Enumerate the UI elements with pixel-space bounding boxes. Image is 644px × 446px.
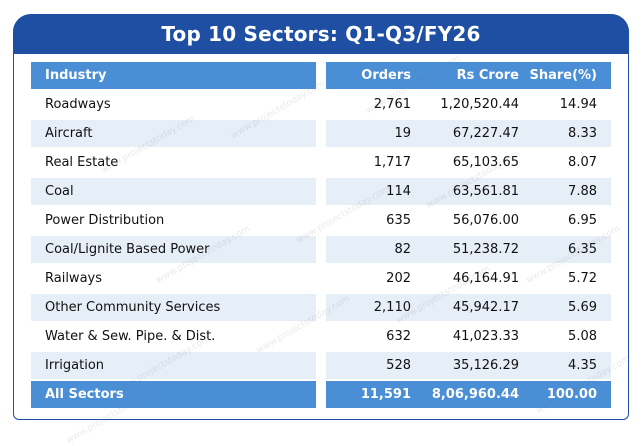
column-gap bbox=[316, 236, 326, 263]
table-row: Coal 114 63,561.81 7.88 bbox=[31, 178, 611, 205]
orders-cell: 2,110 bbox=[326, 294, 411, 321]
industry-cell: Aircraft bbox=[31, 120, 316, 147]
table-title: Top 10 Sectors: Q1-Q3/FY26 bbox=[13, 14, 629, 54]
share-cell: 6.35 bbox=[523, 236, 611, 263]
share-cell: 8.33 bbox=[523, 120, 611, 147]
rs-crore-cell: 51,238.72 bbox=[411, 236, 523, 263]
table-row: Power Distribution 635 56,076.00 6.95 bbox=[31, 207, 611, 234]
rs-crore-cell: 35,126.29 bbox=[411, 352, 523, 379]
rs-crore-cell: 63,561.81 bbox=[411, 178, 523, 205]
rs-crore-cell: 1,20,520.44 bbox=[411, 91, 523, 118]
column-header-orders: Orders bbox=[326, 62, 411, 89]
share-cell: 8.07 bbox=[523, 149, 611, 176]
orders-cell: 635 bbox=[326, 207, 411, 234]
share-cell: 5.69 bbox=[523, 294, 611, 321]
total-rs-crore-cell: 8,06,960.44 bbox=[411, 381, 523, 408]
share-cell: 14.94 bbox=[523, 91, 611, 118]
share-cell: 4.35 bbox=[523, 352, 611, 379]
rs-crore-cell: 41,023.33 bbox=[411, 323, 523, 350]
industry-cell: Roadways bbox=[31, 91, 316, 118]
column-gap bbox=[316, 352, 326, 379]
industry-cell: Irrigation bbox=[31, 352, 316, 379]
table-header-row: Industry Orders Rs Crore Share(%) bbox=[31, 62, 611, 89]
orders-cell: 114 bbox=[326, 178, 411, 205]
column-header-share: Share(%) bbox=[523, 62, 611, 89]
total-orders-cell: 11,591 bbox=[326, 381, 411, 408]
share-cell: 6.95 bbox=[523, 207, 611, 234]
sectors-table: Industry Orders Rs Crore Share(%) Roadwa… bbox=[31, 62, 611, 410]
rs-crore-cell: 45,942.17 bbox=[411, 294, 523, 321]
column-gap bbox=[316, 265, 326, 292]
table-row: Aircraft 19 67,227.47 8.33 bbox=[31, 120, 611, 147]
orders-cell: 1,717 bbox=[326, 149, 411, 176]
share-cell: 5.08 bbox=[523, 323, 611, 350]
table-total-row: All Sectors 11,591 8,06,960.44 100.00 bbox=[31, 381, 611, 408]
rs-crore-cell: 46,164.91 bbox=[411, 265, 523, 292]
table-row: Coal/Lignite Based Power 82 51,238.72 6.35 bbox=[31, 236, 611, 263]
column-gap bbox=[316, 323, 326, 350]
orders-cell: 202 bbox=[326, 265, 411, 292]
column-gap bbox=[316, 178, 326, 205]
table-row: Other Community Services 2,110 45,942.17 5.… bbox=[31, 294, 611, 321]
column-gap bbox=[316, 91, 326, 118]
share-cell: 5.72 bbox=[523, 265, 611, 292]
table-row: Irrigation 528 35,126.29 4.35 bbox=[31, 352, 611, 379]
industry-cell: Coal/Lignite Based Power bbox=[31, 236, 316, 263]
industry-cell: Railways bbox=[31, 265, 316, 292]
industry-cell: Other Community Services bbox=[31, 294, 316, 321]
orders-cell: 528 bbox=[326, 352, 411, 379]
rs-crore-cell: 67,227.47 bbox=[411, 120, 523, 147]
column-header-industry: Industry bbox=[31, 62, 316, 89]
column-gap bbox=[316, 207, 326, 234]
column-gap bbox=[316, 149, 326, 176]
table-row: Roadways 2,761 1,20,520.44 14.94 bbox=[31, 91, 611, 118]
table-body: Roadways 2,761 1,20,520.44 14.94 Aircraft 19 6… bbox=[31, 91, 611, 379]
orders-cell: 82 bbox=[326, 236, 411, 263]
orders-cell: 19 bbox=[326, 120, 411, 147]
rs-crore-cell: 56,076.00 bbox=[411, 207, 523, 234]
column-gap bbox=[316, 120, 326, 147]
orders-cell: 632 bbox=[326, 323, 411, 350]
table-row: Real Estate 1,717 65,103.65 8.07 bbox=[31, 149, 611, 176]
column-header-rs-crore: Rs Crore bbox=[411, 62, 523, 89]
table-row: Railways 202 46,164.91 5.72 bbox=[31, 265, 611, 292]
industry-cell: Coal bbox=[31, 178, 316, 205]
share-cell: 7.88 bbox=[523, 178, 611, 205]
industry-cell: Water & Sew. Pipe. & Dist. bbox=[31, 323, 316, 350]
industry-cell: Real Estate bbox=[31, 149, 316, 176]
column-gap bbox=[316, 294, 326, 321]
column-gap bbox=[316, 62, 326, 89]
total-share-cell: 100.00 bbox=[523, 381, 611, 408]
table-row: Water & Sew. Pipe. & Dist. 632 41,023.33 5.… bbox=[31, 323, 611, 350]
total-industry-cell: All Sectors bbox=[31, 381, 316, 408]
industry-cell: Power Distribution bbox=[31, 207, 316, 234]
orders-cell: 2,761 bbox=[326, 91, 411, 118]
rs-crore-cell: 65,103.65 bbox=[411, 149, 523, 176]
column-gap bbox=[316, 381, 326, 408]
